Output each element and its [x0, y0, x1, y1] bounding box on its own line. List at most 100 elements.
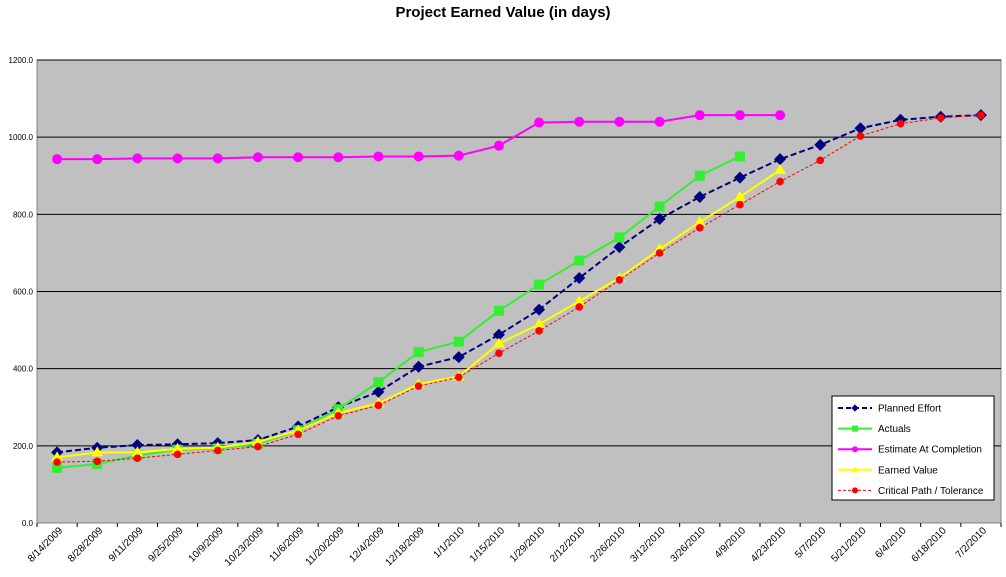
- legend: Planned Effort Actuals Estimate At Complet…: [831, 395, 995, 501]
- data-point: [173, 450, 182, 459]
- data-point: [573, 271, 586, 284]
- data-point: [294, 430, 302, 439]
- x-tick-label: 5/7/2010: [793, 525, 829, 561]
- data-point: [133, 454, 142, 462]
- x-tick-label: 7/2/2010: [954, 525, 990, 561]
- data-point: [654, 116, 665, 127]
- data-point: [52, 462, 63, 473]
- data-point: [534, 117, 545, 128]
- data-point: [736, 200, 744, 209]
- data-point: [814, 138, 827, 151]
- data-point: [131, 439, 144, 452]
- legend-marker: [851, 466, 859, 473]
- x-tick-label: 5/21/2010: [829, 525, 869, 565]
- data-point: [251, 435, 264, 446]
- data-point: [91, 446, 104, 457]
- data-point: [574, 255, 585, 266]
- x-tick-label: 2/26/2010: [588, 525, 628, 565]
- legend-item: Estimate At Completion: [838, 445, 982, 456]
- legend-item: Critical Path / Tolerance: [838, 486, 984, 497]
- data-point: [212, 153, 223, 164]
- data-point: [412, 360, 425, 373]
- x-tick-label: 12/4/2009: [347, 525, 387, 565]
- data-point: [495, 349, 503, 358]
- data-point: [615, 276, 624, 284]
- data-point: [655, 249, 664, 257]
- x-tick-label: 2/12/2010: [548, 525, 588, 565]
- y-tick-label: 800.0: [13, 210, 34, 219]
- data-point: [614, 232, 625, 243]
- data-point: [533, 303, 546, 316]
- series-layer: [51, 109, 987, 473]
- data-point: [774, 153, 787, 166]
- data-point: [453, 336, 464, 347]
- y-tick-label: 600.0: [13, 288, 34, 297]
- data-point: [131, 446, 144, 457]
- data-point: [977, 111, 985, 119]
- data-point: [614, 116, 625, 127]
- data-point: [172, 153, 183, 164]
- x-tick-label: 3/26/2010: [669, 525, 709, 565]
- data-point: [734, 110, 745, 121]
- data-point: [52, 154, 63, 165]
- x-tick-label: 10/9/2009: [187, 525, 227, 565]
- data-point: [653, 212, 666, 225]
- series-line: [56, 155, 741, 469]
- data-point: [733, 190, 746, 201]
- data-point: [453, 150, 464, 161]
- data-point: [53, 458, 61, 466]
- x-tick-label: 11/20/2009: [304, 525, 347, 568]
- data-point: [573, 295, 586, 306]
- legend-item: Earned Value: [838, 465, 938, 476]
- data-point: [533, 318, 546, 329]
- data-point: [534, 279, 545, 290]
- x-tick-label: 9/11/2009: [107, 525, 146, 564]
- data-point: [293, 152, 304, 163]
- series-estimate-at-completion: [52, 110, 786, 165]
- legend-label: Estimate At Completion: [878, 445, 982, 456]
- data-point: [372, 385, 385, 398]
- data-point: [292, 424, 305, 435]
- data-point: [574, 116, 585, 127]
- y-tick-label: 1200.0: [9, 56, 34, 65]
- x-tick-label: 4/9/2010: [713, 525, 749, 561]
- y-tick-label: 200.0: [13, 442, 34, 451]
- data-point: [452, 351, 465, 364]
- legend-marker: [852, 487, 858, 494]
- data-point: [132, 153, 143, 164]
- series-line: [56, 114, 981, 454]
- legend-label: Critical Path / Tolerance: [878, 486, 984, 497]
- data-point: [733, 171, 746, 184]
- legend-label: Earned Value: [878, 465, 938, 476]
- x-tick-label: 4/23/2010: [749, 525, 789, 565]
- data-point: [856, 132, 865, 140]
- data-point: [413, 347, 424, 358]
- data-point: [896, 119, 905, 128]
- y-tick-label: 1000.0: [9, 133, 34, 142]
- data-point: [535, 327, 543, 335]
- legend-marker: [852, 425, 858, 432]
- data-point: [171, 442, 184, 453]
- data-point: [695, 224, 704, 232]
- data-point: [254, 442, 262, 451]
- legend-box: [831, 395, 995, 501]
- data-point: [575, 303, 584, 311]
- data-point: [93, 457, 102, 466]
- data-point: [374, 401, 383, 410]
- x-tick-label: 10/23/2009: [223, 525, 266, 568]
- x-tick-label: 11/6/2009: [267, 525, 306, 564]
- x-tick-label: 6/4/2010: [873, 525, 909, 561]
- data-point: [734, 151, 745, 162]
- legend-label: Actuals: [878, 424, 911, 435]
- data-point: [493, 140, 504, 151]
- data-point: [92, 154, 103, 165]
- data-point: [333, 152, 344, 163]
- x-tick-label: 9/25/2009: [146, 525, 186, 565]
- x-tick-label: 6/18/2010: [910, 525, 950, 565]
- data-point: [936, 114, 945, 122]
- data-point: [373, 151, 384, 162]
- data-point: [492, 328, 505, 341]
- data-point: [854, 122, 867, 135]
- legend-marker: [852, 446, 858, 453]
- data-point: [693, 190, 706, 203]
